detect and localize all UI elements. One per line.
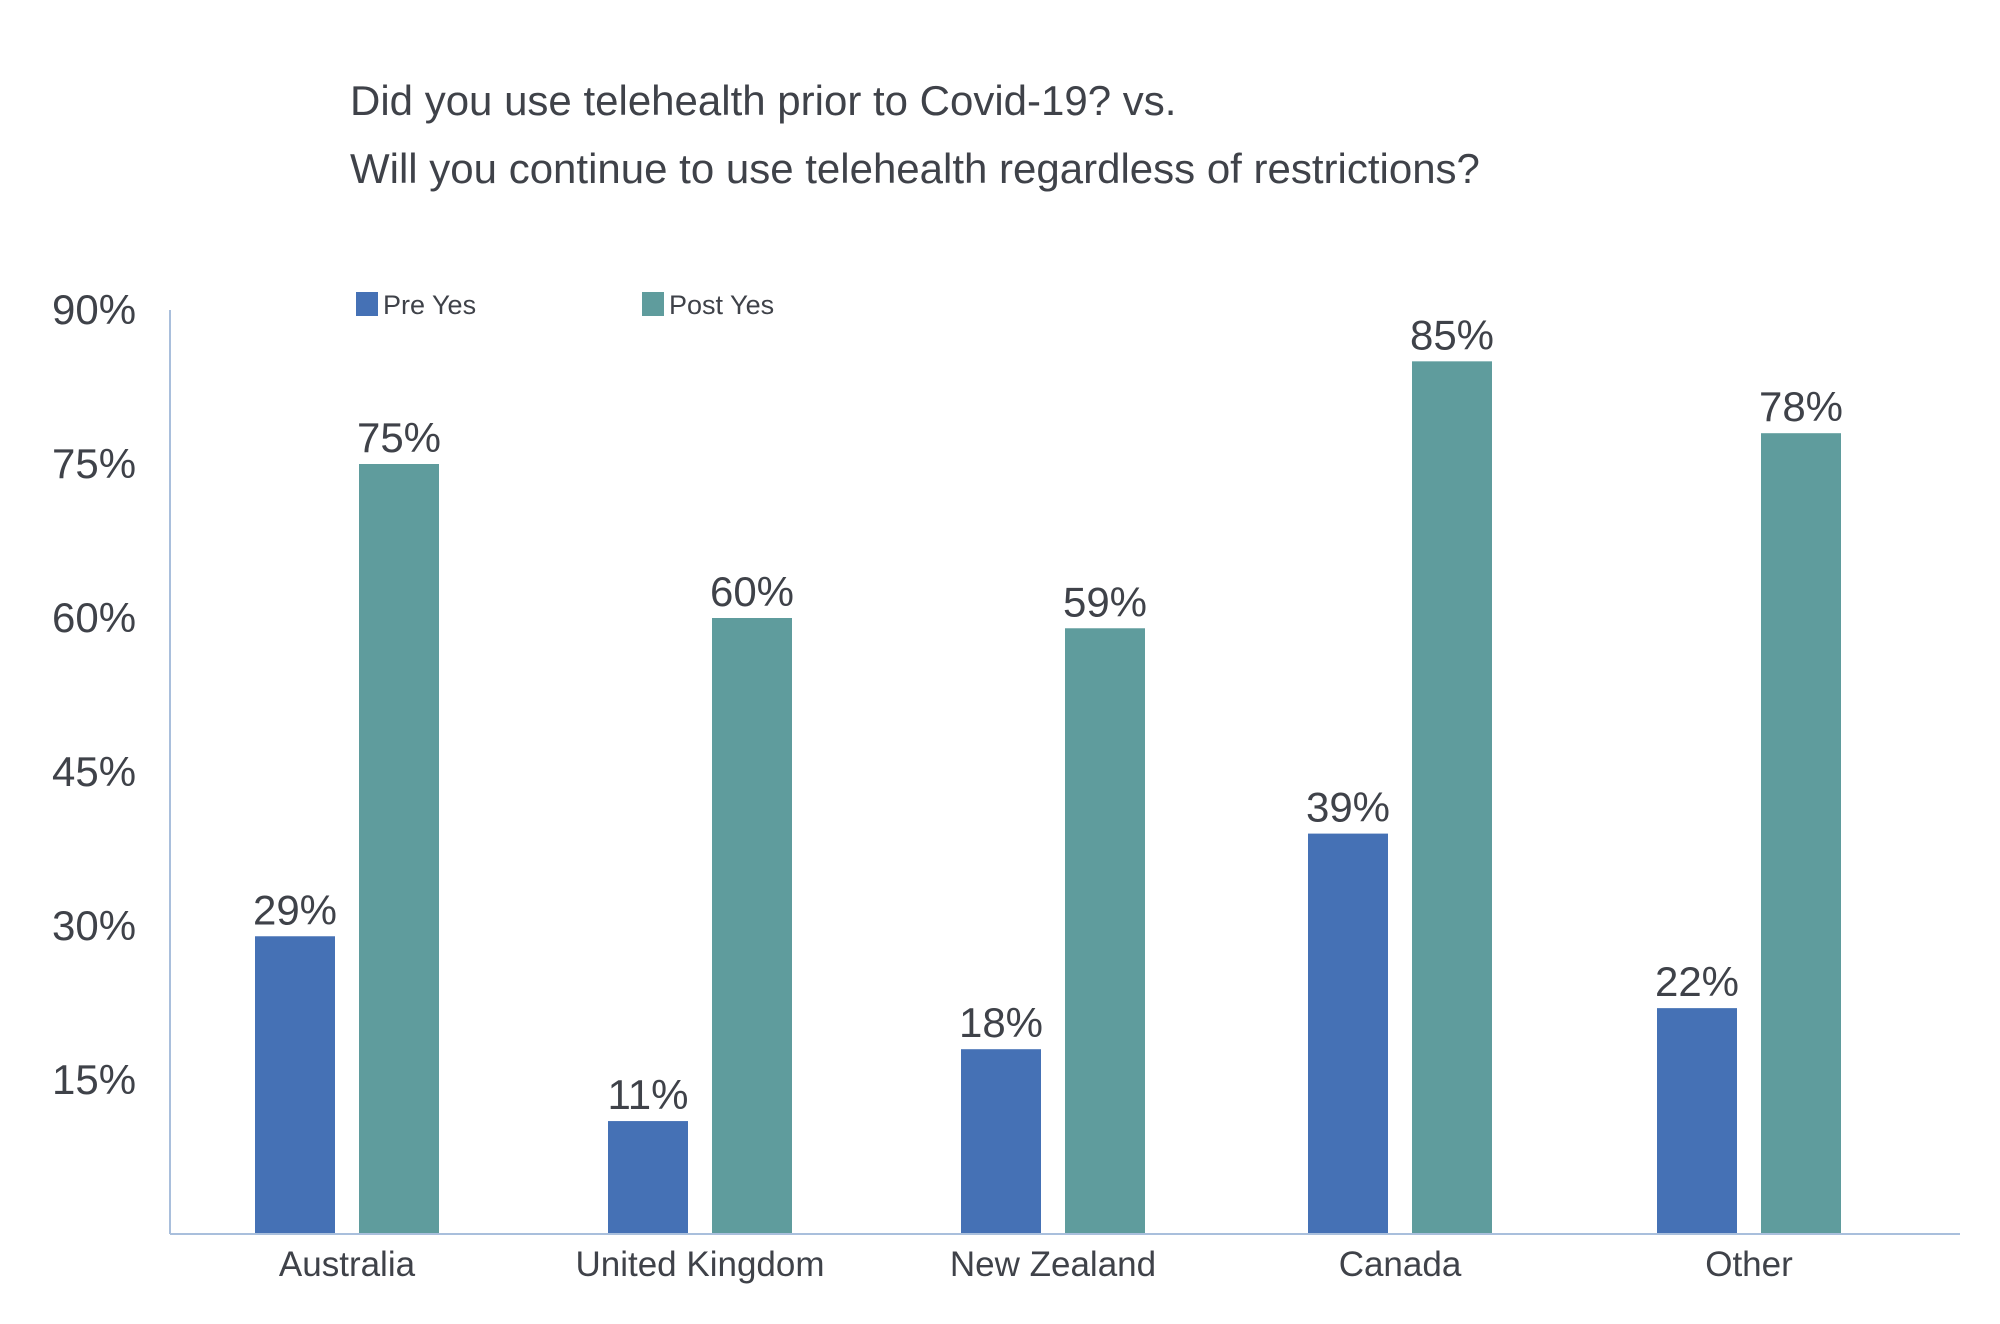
legend: Pre Yes Post Yes: [356, 290, 774, 320]
bar-pre-yes: [1308, 833, 1388, 1234]
legend-swatch: [642, 292, 664, 316]
bar-pre-yes: [255, 936, 335, 1234]
bar-pre-yes: [1657, 1008, 1737, 1234]
data-label: 18%: [959, 999, 1043, 1046]
y-tick-label: 30%: [52, 902, 136, 949]
x-axis: Australia United Kingdom New Zealand Canada…: [170, 1233, 1960, 1284]
chart-title: Did you use telehealth prior to Covid-19…: [350, 77, 1480, 192]
bar-post-yes: [1761, 433, 1841, 1234]
bar-post-yes: [712, 618, 792, 1234]
y-tick-label: 75%: [52, 440, 136, 487]
x-tick-label: United Kingdom: [575, 1245, 824, 1284]
data-label: 59%: [1063, 578, 1147, 625]
y-tick-label: 90%: [52, 286, 136, 333]
legend-label: Post Yes: [669, 290, 774, 320]
chart-title-line-2: Will you continue to use telehealth rega…: [350, 145, 1480, 192]
value-labels: 29% 11% 18% 39% 22% 75% 60% 59% 85% 78%: [253, 311, 1843, 1118]
data-label: 75%: [357, 414, 441, 461]
data-label: 39%: [1306, 784, 1390, 831]
legend-swatch: [356, 292, 378, 316]
data-label: 60%: [710, 568, 794, 615]
y-tick-label: 15%: [52, 1056, 136, 1103]
y-axis: 15% 30% 45% 60% 75% 90%: [52, 286, 171, 1234]
data-label: 85%: [1410, 311, 1494, 358]
legend-label: Pre Yes: [383, 290, 476, 320]
data-label: 11%: [608, 1071, 689, 1118]
x-tick-label: Australia: [279, 1245, 416, 1284]
bar-pre-yes: [961, 1049, 1041, 1234]
x-tick-label: Other: [1705, 1245, 1793, 1284]
bar-post-yes: [359, 464, 439, 1234]
bar-post-yes: [1065, 628, 1145, 1234]
data-label: 22%: [1655, 958, 1739, 1005]
bar-post-yes: [1412, 361, 1492, 1234]
bars: [255, 361, 1841, 1234]
data-label: 29%: [253, 886, 337, 933]
y-tick-label: 60%: [52, 594, 136, 641]
x-tick-label: Canada: [1339, 1245, 1462, 1284]
y-tick-label: 45%: [52, 748, 136, 795]
x-tick-label: New Zealand: [950, 1245, 1156, 1284]
data-label: 78%: [1759, 383, 1843, 430]
chart-title-line-1: Did you use telehealth prior to Covid-19…: [350, 77, 1176, 124]
bar-pre-yes: [608, 1121, 688, 1234]
